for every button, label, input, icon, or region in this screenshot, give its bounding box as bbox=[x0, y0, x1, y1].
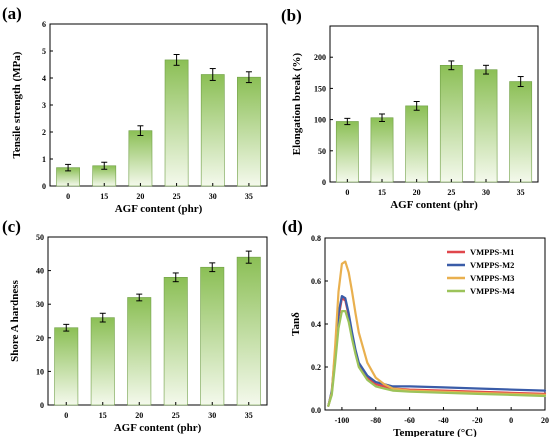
y-tick-label: 20 bbox=[36, 334, 44, 343]
y-tick-label: 200 bbox=[314, 53, 326, 62]
plot-frame bbox=[49, 23, 268, 187]
x-tick-label: 35 bbox=[245, 411, 253, 420]
y-tick-label: 50 bbox=[318, 147, 326, 156]
bar bbox=[90, 317, 115, 406]
x-tick-label: 15 bbox=[378, 188, 386, 197]
panel-label: (c) bbox=[2, 217, 21, 236]
x-tick-label: 0 bbox=[64, 411, 68, 420]
x-tick-label: -40 bbox=[438, 416, 449, 425]
y-tick-label: 0 bbox=[322, 178, 326, 187]
panel-a: (a) 0 1 2 3 4 5 6 Tensile strength (MPa) AGF cont… bbox=[2, 4, 268, 215]
bar bbox=[127, 297, 152, 406]
y-axis-label: Shore A hardness bbox=[9, 279, 21, 361]
y-axis-label: Elongation break (%) bbox=[291, 52, 303, 155]
x-tick-label: -60 bbox=[404, 416, 415, 425]
x-tick-label: 20 bbox=[541, 416, 549, 425]
x-axis-label: AGF content (phr) bbox=[115, 203, 203, 215]
y-tick-label: 1 bbox=[42, 155, 46, 164]
x-tick-label: 25 bbox=[447, 188, 455, 197]
bar bbox=[200, 266, 225, 406]
bar bbox=[335, 121, 359, 183]
bar bbox=[54, 327, 79, 406]
y-tick-label: 6 bbox=[42, 20, 46, 29]
y-tick-label: 150 bbox=[314, 84, 326, 93]
x-tick-label: 35 bbox=[245, 192, 253, 201]
x-tick-label: 20 bbox=[413, 188, 421, 197]
y-tick-label: 50 bbox=[36, 233, 44, 242]
bar bbox=[128, 130, 153, 187]
bar bbox=[474, 69, 498, 183]
series-line bbox=[327, 295, 547, 407]
bar bbox=[509, 81, 533, 183]
y-tick-label: 4 bbox=[42, 74, 46, 83]
x-tick-label: 20 bbox=[136, 192, 144, 201]
bar bbox=[439, 65, 463, 183]
y-axis-label: Tensile strength (MPa) bbox=[11, 51, 23, 158]
x-tick-label: 25 bbox=[172, 411, 180, 420]
y-tick-label: 30 bbox=[36, 300, 44, 309]
y-tick-label: 0.6 bbox=[311, 277, 321, 286]
y-tick-label: 2 bbox=[42, 128, 46, 137]
y-tick-label: 0 bbox=[40, 401, 44, 410]
y-tick-label: 0 bbox=[42, 182, 46, 191]
x-tick-label: 35 bbox=[517, 188, 525, 197]
legend-label: VMPPS-M1 bbox=[470, 247, 514, 257]
plot-frame bbox=[47, 236, 268, 406]
legend-label: VMPPS-M2 bbox=[470, 260, 514, 270]
bar bbox=[164, 59, 189, 187]
x-tick-label: 20 bbox=[135, 411, 143, 420]
bar bbox=[405, 105, 429, 183]
y-tick-label: 100 bbox=[314, 116, 326, 125]
x-tick-label: 0 bbox=[345, 188, 349, 197]
y-tick-label: 0.4 bbox=[311, 320, 321, 329]
x-tick-label: 30 bbox=[208, 411, 216, 420]
panel-label: (b) bbox=[281, 6, 302, 25]
x-axis-label: AGF content (phr) bbox=[390, 199, 478, 211]
bar bbox=[370, 117, 394, 183]
x-tick-label: 0 bbox=[509, 416, 513, 425]
legend-label: VMPPS-M3 bbox=[470, 273, 514, 283]
x-tick-label: -20 bbox=[472, 416, 483, 425]
panel-label: (a) bbox=[2, 4, 22, 23]
bar bbox=[237, 76, 261, 187]
y-tick-label: 3 bbox=[42, 101, 46, 110]
y-tick-label: 0.2 bbox=[311, 363, 321, 372]
bar bbox=[236, 256, 261, 406]
bar bbox=[163, 277, 188, 406]
x-tick-label: 30 bbox=[482, 188, 490, 197]
series-line bbox=[327, 310, 547, 407]
series-line bbox=[327, 260, 547, 407]
x-axis-label: AGF content (phr) bbox=[114, 422, 202, 434]
x-tick-label: 0 bbox=[66, 192, 70, 201]
x-tick-label: -100 bbox=[335, 416, 350, 425]
panel-label: (d) bbox=[282, 217, 303, 236]
x-tick-label: -80 bbox=[370, 416, 381, 425]
panel-c: (c) 0 10 20 30 40 50 Shore A hardness AGF conten… bbox=[2, 217, 268, 434]
y-tick-label: 0.0 bbox=[311, 406, 321, 415]
x-tick-label: 25 bbox=[173, 192, 181, 201]
panel-d: (d) 0.0 0.2 0.4 0.6 0.8 Tanδ Temperature (°C) -1… bbox=[282, 217, 549, 437]
bar bbox=[200, 74, 225, 187]
x-tick-label: 30 bbox=[209, 192, 217, 201]
y-tick-label: 10 bbox=[36, 367, 44, 376]
x-tick-label: 15 bbox=[100, 192, 108, 201]
y-tick-label: 40 bbox=[36, 267, 44, 276]
x-tick-label: 15 bbox=[99, 411, 107, 420]
y-tick-label: 0.8 bbox=[311, 234, 321, 243]
y-tick-label: 5 bbox=[42, 47, 46, 56]
legend-label: VMPPS-M4 bbox=[470, 286, 515, 296]
x-axis-label: Temperature (°C) bbox=[393, 427, 477, 437]
plot-frame bbox=[329, 25, 539, 183]
y-axis-label: Tanδ bbox=[290, 312, 302, 336]
